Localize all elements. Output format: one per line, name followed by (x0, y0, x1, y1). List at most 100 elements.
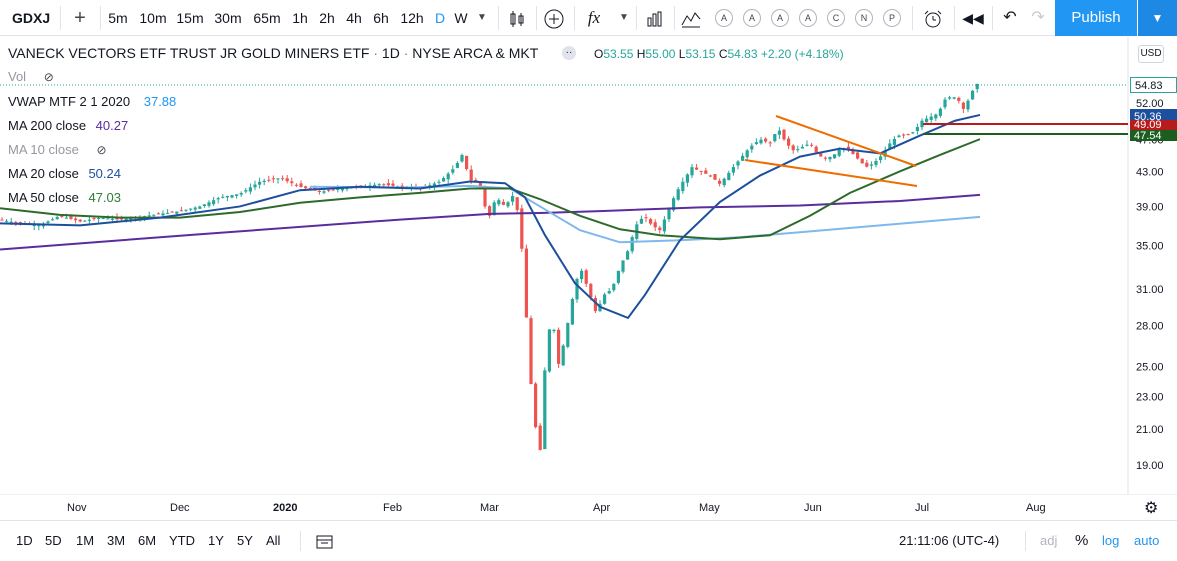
publish-button[interactable]: Publish (1055, 0, 1137, 36)
add-symbol-icon[interactable]: + (74, 7, 86, 29)
interval-65m[interactable]: 65m (253, 10, 281, 26)
templates-icon[interactable] (642, 0, 668, 36)
chevron-down-icon[interactable]: ▼ (619, 12, 629, 23)
candle-body (156, 213, 160, 215)
candle-body (451, 169, 455, 173)
candle-body (639, 218, 643, 224)
interval-4h[interactable]: 4h (346, 10, 362, 26)
candle-body (584, 270, 588, 284)
range-3m[interactable]: 3M (107, 533, 126, 548)
candle-body (713, 174, 717, 180)
range-1m[interactable]: 1M (76, 533, 95, 548)
auto-toggle[interactable]: auto (1134, 533, 1160, 548)
candle-body (258, 181, 262, 185)
alert-a-icon[interactable]: A (715, 9, 733, 27)
interval-10m[interactable]: 10m (139, 10, 167, 26)
candle-body (175, 211, 179, 214)
range-1y[interactable]: 1Y (208, 533, 224, 548)
candle-body (543, 370, 547, 450)
candle-body (189, 208, 193, 210)
alert-c-icon[interactable]: C (827, 9, 845, 27)
legend-ma20[interactable]: MA 20 close 50.24 (8, 166, 121, 181)
alert-a-icon[interactable]: A (743, 9, 761, 27)
candle-body (262, 180, 266, 183)
interval-15m[interactable]: 15m (176, 10, 204, 26)
candle-body (267, 179, 271, 181)
candle-body (929, 116, 933, 120)
undo-icon[interactable]: ↶ (1003, 9, 1017, 26)
range-all[interactable]: All (266, 533, 281, 548)
currency-label[interactable]: USD (1138, 45, 1164, 63)
chart-pane[interactable]: 52.0047.0043.0039.0035.0031.0028.0025.00… (0, 37, 1177, 496)
candle-body (501, 201, 505, 205)
alert-p-icon[interactable]: P (883, 9, 901, 27)
legend-ma200[interactable]: MA 200 close 40.27 (8, 118, 129, 133)
candle-body (805, 144, 809, 146)
x-tick: Nov (67, 502, 87, 514)
candle-body (796, 149, 800, 151)
legend-vwap[interactable]: VWAP MTF 2 1 2020 37.88 (8, 94, 177, 109)
interval-6h[interactable]: 6h (373, 10, 389, 26)
interval-d[interactable]: D (434, 10, 446, 26)
interval-12h[interactable]: 12h (400, 10, 424, 26)
candle-body (331, 189, 335, 191)
alert-a-icon[interactable]: A (799, 9, 817, 27)
y-tick: 23.00 (1136, 391, 1164, 403)
candle-body (791, 145, 795, 151)
interval-30m[interactable]: 30m (214, 10, 242, 26)
legend-vol[interactable]: Vol ⊘ (8, 69, 54, 84)
candle-body (446, 173, 450, 180)
candle-style-icon[interactable] (504, 0, 530, 36)
candle-body (800, 146, 804, 149)
range-5y[interactable]: 5Y (237, 533, 253, 548)
legend-ma50[interactable]: MA 50 close 47.03 (8, 190, 121, 205)
candle-body (225, 196, 229, 198)
range-6m[interactable]: 6M (138, 533, 157, 548)
time-axis[interactable]: Nov Dec 2020 Feb Mar Apr May Jun Jul Aug… (0, 495, 1177, 520)
candle-body (87, 219, 91, 221)
candle-body (9, 221, 13, 223)
x-tick: Aug (1026, 502, 1046, 514)
range-5d[interactable]: 5D (45, 533, 62, 548)
range-1d[interactable]: 1D (16, 533, 33, 548)
gear-icon[interactable]: ⚙ (1144, 500, 1159, 517)
vwap-line (309, 184, 981, 244)
symbol-search[interactable]: GDXJ (12, 10, 51, 26)
redo-icon[interactable]: ↷ (1031, 9, 1045, 26)
candle-body (340, 188, 344, 191)
candle-body (166, 212, 170, 214)
candle-body (741, 155, 745, 161)
price-chart[interactable]: 52.0047.0043.0039.0035.0031.0028.0025.00… (0, 37, 1177, 496)
goto-date-icon[interactable] (316, 521, 334, 561)
candle-body (281, 178, 285, 180)
divider (912, 6, 913, 30)
percent-toggle[interactable]: % (1075, 532, 1089, 549)
replay-icon[interactable]: ◀◀ (962, 10, 984, 26)
adj-toggle[interactable]: adj (1040, 533, 1058, 548)
interval-2h[interactable]: 2h (319, 10, 335, 26)
chart-type-icon[interactable] (678, 0, 704, 36)
candle-body (92, 218, 96, 220)
interval-5m[interactable]: 5m (108, 10, 128, 26)
candle-body (667, 208, 671, 220)
candle-body (690, 167, 694, 176)
chevron-down-icon[interactable]: ▼ (1138, 0, 1177, 36)
alert-icon[interactable] (920, 0, 946, 36)
eye-hidden-icon[interactable]: ⊘ (96, 143, 107, 157)
clock-time[interactable]: 21:11:06 (UTC-4) (899, 533, 1000, 548)
range-ytd[interactable]: YTD (169, 533, 195, 548)
log-toggle[interactable]: log (1102, 533, 1120, 548)
y-tick: 39.00 (1136, 201, 1164, 213)
candle-body (78, 219, 82, 222)
candle-body (37, 225, 41, 227)
indicators-icon[interactable]: fx (587, 8, 601, 27)
alert-a-icon[interactable]: A (771, 9, 789, 27)
chevron-down-icon[interactable]: ▼ (477, 12, 487, 23)
eye-hidden-icon[interactable]: ⊘ (43, 70, 54, 84)
interval-1h[interactable]: 1h (292, 10, 308, 26)
alert-n-icon[interactable]: N (855, 9, 873, 27)
interval-w[interactable]: W (454, 10, 468, 26)
more-icon[interactable]: ·· (562, 46, 576, 60)
legend-ma10[interactable]: MA 10 close ⊘ (8, 142, 107, 157)
compare-icon[interactable] (541, 0, 567, 36)
